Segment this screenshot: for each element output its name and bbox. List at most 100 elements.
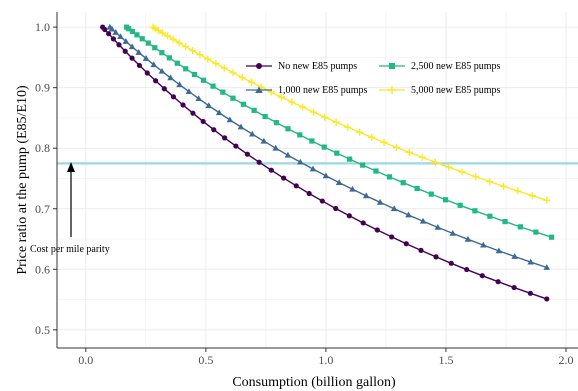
data-point [281,175,287,181]
data-point [500,182,508,190]
data-point [204,55,212,63]
data-point [145,40,151,46]
data-point [392,143,401,151]
data-point [135,49,143,55]
tick-labels: 0.0 0.5 1.0 1.5 2.0 0.5 0.6 0.7 0.8 0.9 1.0 [35,20,573,367]
data-point [152,45,158,51]
data-point [205,102,213,109]
series-line [109,26,548,269]
annotation-arrowhead [67,162,75,172]
data-point [153,78,159,84]
data-point [527,290,533,296]
data-point [322,172,330,179]
series-3 [124,24,555,240]
data-point [159,50,165,56]
data-point [511,253,518,259]
data-point [543,264,551,270]
legend-swatch-marker [256,63,262,69]
legend-swatch-marker [388,86,396,94]
data-point [142,55,150,61]
data-point [319,198,325,204]
data-point [389,234,395,240]
data-point [472,173,480,181]
data-point [514,187,522,195]
data-point [182,42,190,51]
series-line [152,26,548,201]
data-point [210,83,216,89]
data-point [229,69,237,77]
data-point [102,26,108,33]
data-point [368,133,376,141]
data-point [175,39,183,47]
data-point [158,67,166,74]
data-point [548,234,555,240]
data-point [240,101,246,107]
series-1 [100,24,550,302]
data-point [480,241,487,248]
data-point [212,59,220,68]
data-point [380,138,388,146]
data-point [195,95,202,102]
data-point [321,144,327,150]
data-point [334,150,340,156]
data-point [464,235,472,242]
data-point [247,78,256,86]
y-tick-label: 0.7 [35,202,50,216]
data-point [226,116,234,123]
data-point [502,218,508,225]
data-point [418,153,426,161]
data-point [230,95,236,101]
data-point [449,229,457,236]
data-point [405,148,413,156]
data-point [248,130,256,137]
data-point [190,110,196,116]
data-point [211,127,217,133]
data-point [533,229,539,235]
legend-label-no-new-pumps: No new E85 pumps [278,61,357,72]
data-point [180,102,186,108]
data-point [122,38,130,44]
data-point [189,46,197,55]
legend: No new E85 pumps 2,500 new E85 pumps 1,0… [246,61,501,96]
legend-label-2500-new-pumps: 2,500 new E85 pumps [411,61,501,72]
data-point [374,227,380,233]
data-point [128,43,136,50]
data-point [444,163,453,171]
data-point [233,143,239,149]
data-point [487,213,493,219]
data-point [418,247,424,253]
data-point [543,196,551,204]
series-2 [106,23,551,270]
data-point [167,74,174,81]
data-point [244,151,250,157]
data-point [306,190,312,197]
data-point [284,151,292,158]
data-point [183,66,189,72]
data-point [344,123,352,131]
data-point [390,205,398,212]
data-point [458,168,466,176]
data-point [110,36,116,42]
legend-label-5000-new-pumps: 5,000 new E85 pumps [411,85,501,96]
data-point [347,156,353,162]
data-point [360,220,366,226]
data-point [163,32,172,40]
data-point [298,103,307,111]
data-point [349,185,356,192]
data-point [419,217,427,224]
data-point [414,185,420,192]
data-point [309,165,317,172]
data-point [528,192,536,200]
data-point [272,144,280,151]
data-point [376,198,384,205]
data-point [150,61,158,68]
legend-item-no-new-pumps: No new E85 pumps [246,61,357,72]
data-point [360,162,366,168]
data-point [108,25,116,32]
data-point [517,224,523,230]
data-point [185,88,193,95]
data-point [215,109,223,116]
data-point [237,123,245,130]
data-point [309,138,315,144]
